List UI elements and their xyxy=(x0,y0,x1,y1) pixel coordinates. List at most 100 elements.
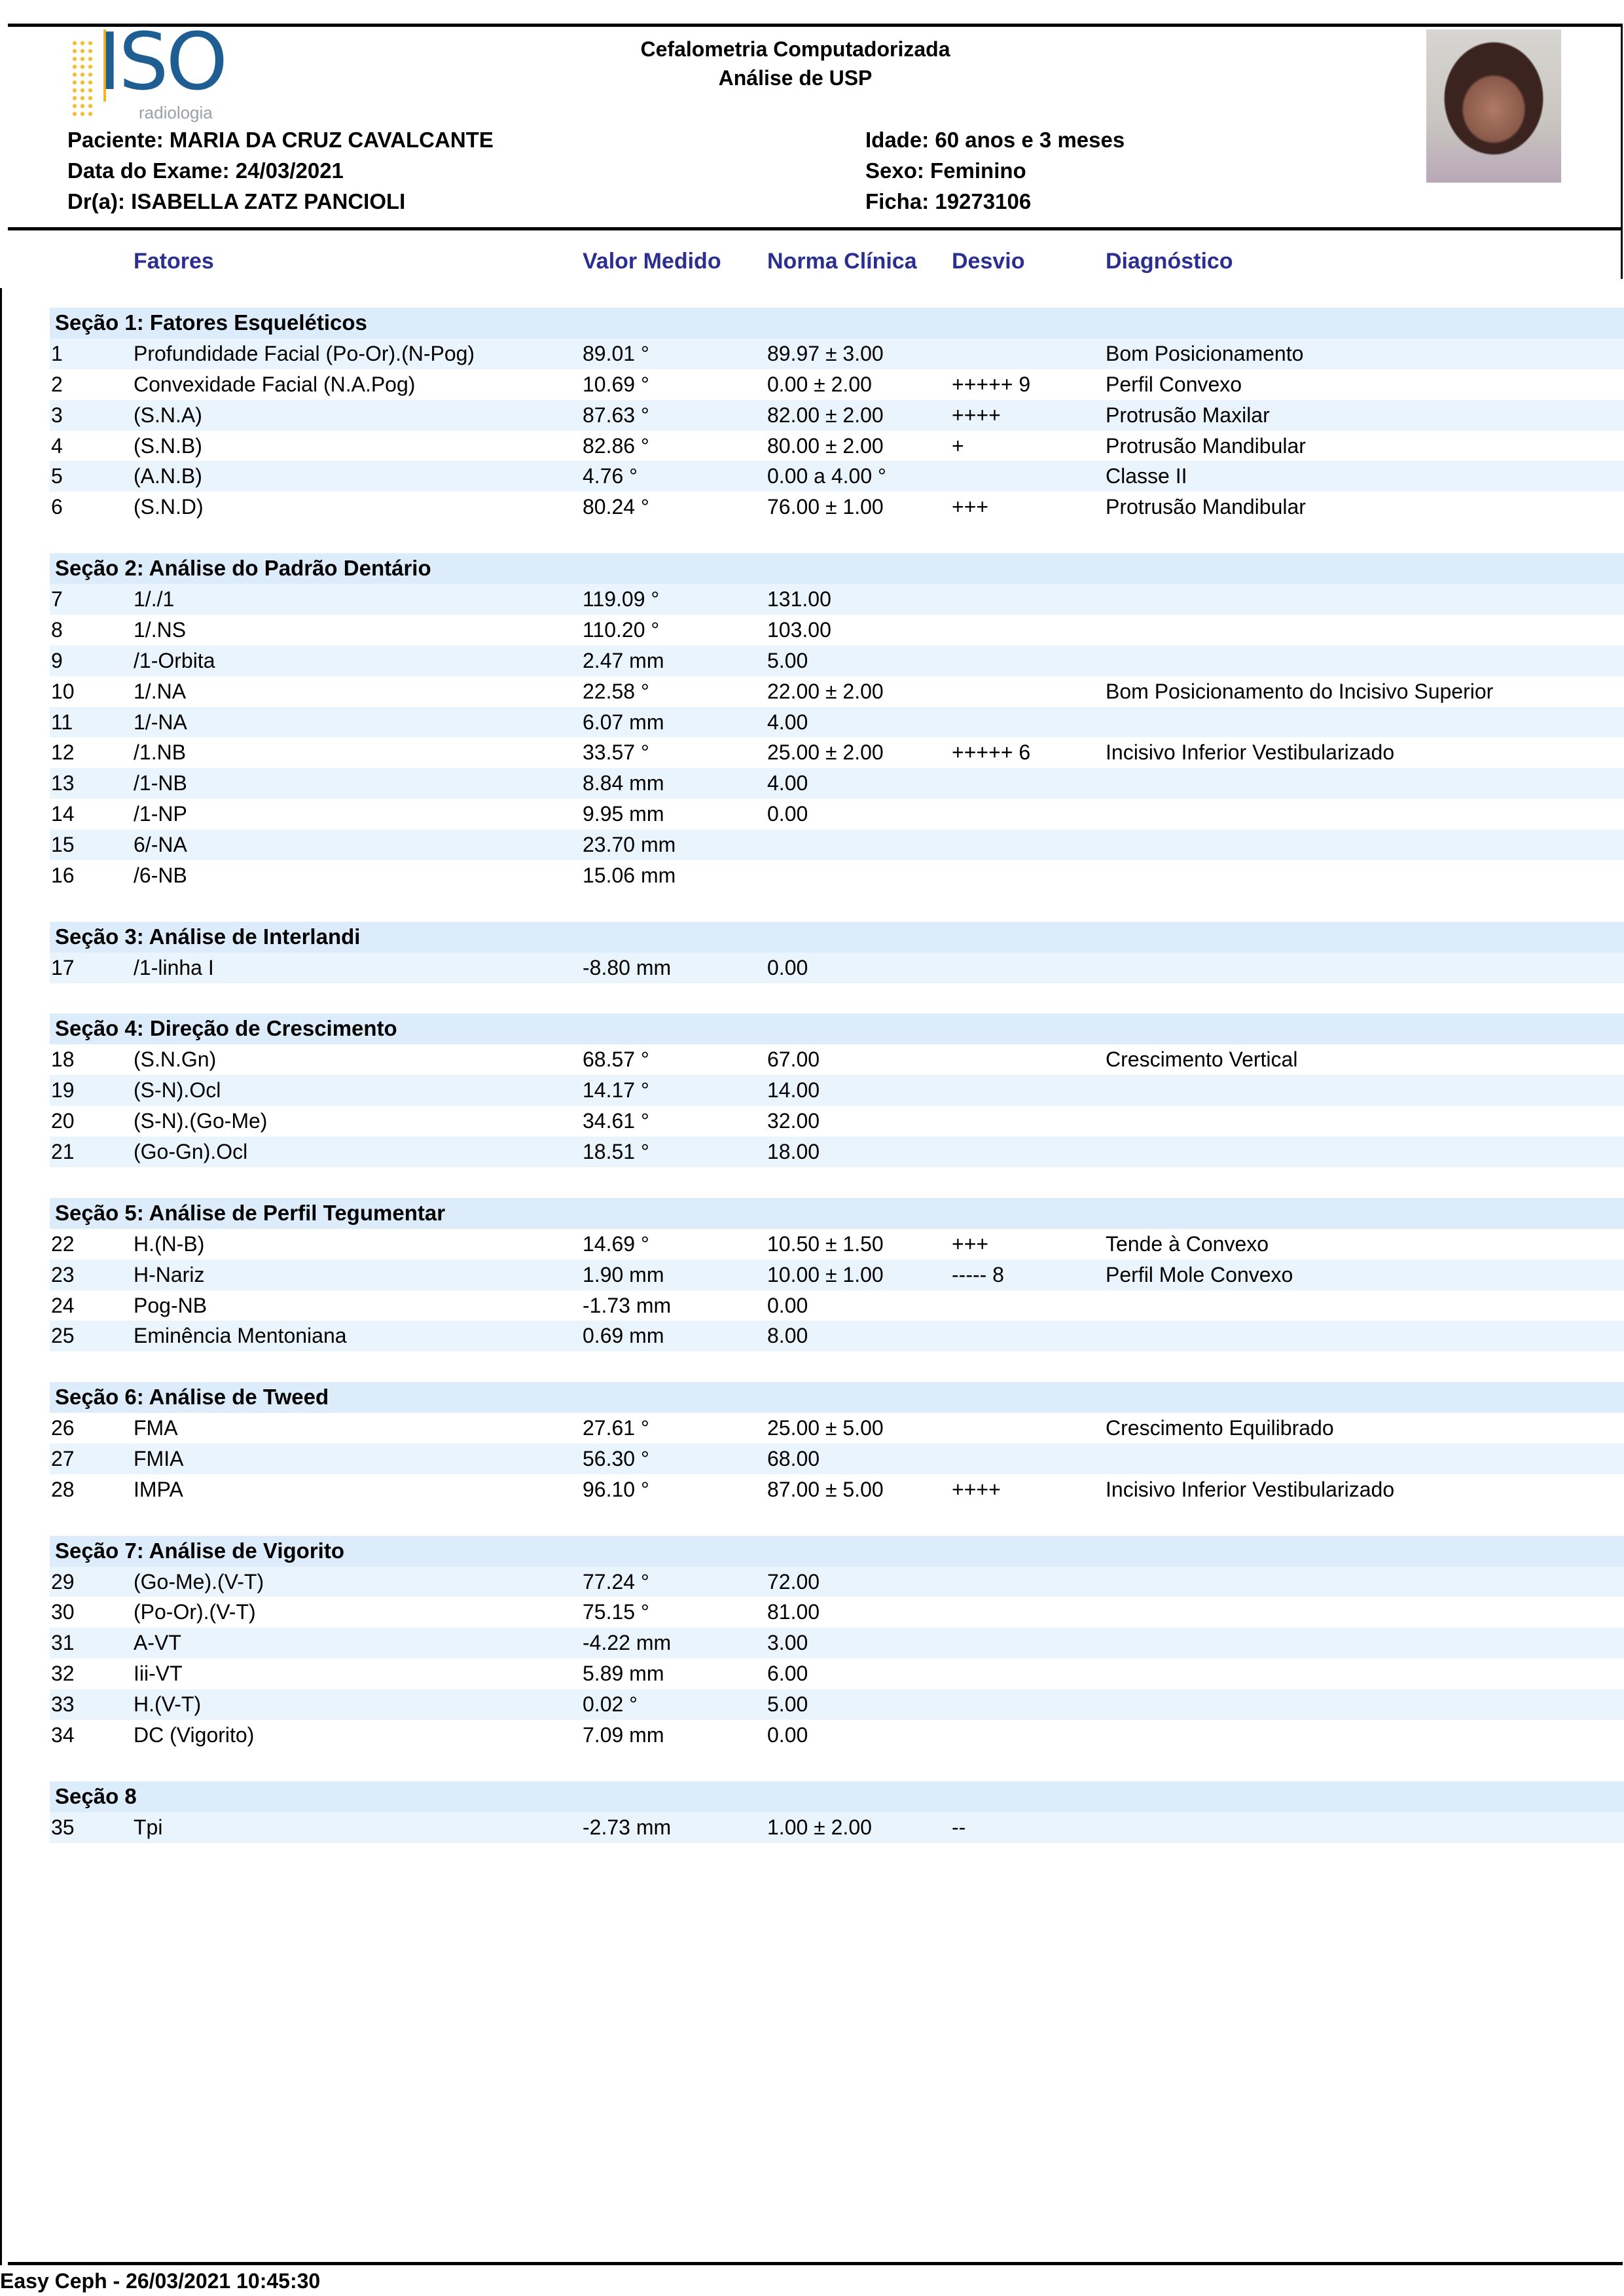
row-factor: 1/./1 xyxy=(134,587,175,611)
row-measured-value: 1.90 mm xyxy=(583,1262,664,1286)
row-clinical-norm: 5.00 xyxy=(767,1692,808,1717)
spacer-row xyxy=(50,891,1624,922)
section-title: Seção 2: Análise do Padrão Dentário xyxy=(55,556,431,581)
row-measured-value: 23.70 mm xyxy=(583,833,676,857)
section-header: Seção 7: Análise de Vigorito xyxy=(50,1535,1624,1567)
section-title: Seção 5: Análise de Perfil Tegumentar xyxy=(55,1200,446,1225)
row-number: 6 xyxy=(51,495,63,519)
row-factor: (Po-Or).(V-T) xyxy=(134,1600,256,1624)
row-clinical-norm: 14.00 xyxy=(767,1078,820,1102)
row-diagnosis: Classe II xyxy=(1106,464,1187,488)
row-factor: /1.NB xyxy=(134,740,187,765)
row-clinical-norm: 103.00 xyxy=(767,617,831,642)
row-number: 17 xyxy=(51,955,75,979)
row-measured-value: 8.84 mm xyxy=(583,771,664,795)
row-clinical-norm: 10.50 ± 1.50 xyxy=(767,1231,884,1256)
report-title: Cefalometria Computadorizada xyxy=(640,37,950,61)
row-number: 20 xyxy=(51,1109,75,1133)
row-number: 18 xyxy=(51,1048,75,1072)
row-number: 7 xyxy=(51,587,63,611)
row-diagnosis: Crescimento Equilibrado xyxy=(1106,1416,1334,1440)
table-row: 24 Pog-NB -1.73 mm 0.00 xyxy=(50,1290,1624,1321)
row-factor: H.(N-B) xyxy=(134,1231,205,1256)
row-number: 16 xyxy=(51,864,75,888)
logo-dots-icon xyxy=(71,39,94,118)
top-rule xyxy=(8,24,1623,27)
row-measured-value: 34.61 ° xyxy=(583,1109,649,1133)
column-header-valor: Valor Medido xyxy=(583,249,721,274)
table-row: 6 (S.N.D) 80.24 ° 76.00 ± 1.00 +++ Protrusão … xyxy=(50,492,1624,522)
footer-rule xyxy=(8,2262,1623,2265)
row-measured-value: 56.30 ° xyxy=(583,1446,649,1470)
table-row: 31 A-VT -4.22 mm 3.00 xyxy=(50,1628,1624,1659)
column-header-diagnostico: Diagnóstico xyxy=(1106,249,1233,274)
row-measured-value: 22.58 ° xyxy=(583,679,649,703)
table-row: 13/1-NB 8.84 mm 4.00 xyxy=(50,768,1624,799)
row-diagnosis: Tende à Convexo xyxy=(1106,1231,1269,1256)
row-number: 29 xyxy=(51,1569,75,1594)
row-number: 21 xyxy=(51,1140,75,1164)
logo-subtext: radiologia xyxy=(139,103,213,122)
row-clinical-norm: 4.00 xyxy=(767,710,808,734)
row-measured-value: 5.89 mm xyxy=(583,1662,664,1686)
row-measured-value: 6.07 mm xyxy=(583,710,664,734)
row-clinical-norm: 18.00 xyxy=(767,1140,820,1164)
row-clinical-norm: 0.00 ± 2.00 xyxy=(767,372,872,396)
row-measured-value: 119.09 ° xyxy=(583,587,660,611)
column-header-desvio: Desvio xyxy=(952,249,1025,274)
row-factor: (S-N).Ocl xyxy=(134,1078,221,1102)
row-measured-value: 15.06 mm xyxy=(583,864,676,888)
row-factor: Eminência Mentoniana xyxy=(134,1324,347,1348)
table-row: 19 (S-N).Ocl 14.17 ° 14.00 xyxy=(50,1075,1624,1106)
row-factor: 1/-NA xyxy=(134,710,187,734)
row-measured-value: 82.86 ° xyxy=(583,433,649,458)
row-measured-value: 77.24 ° xyxy=(583,1569,649,1594)
row-factor: /1-Orbita xyxy=(134,648,215,672)
row-number: 10 xyxy=(51,679,75,703)
row-clinical-norm: 82.00 ± 2.00 xyxy=(767,403,884,427)
row-clinical-norm: 32.00 xyxy=(767,1109,820,1133)
section-title: Seção 1: Fatores Esqueléticos xyxy=(55,310,367,335)
row-diagnosis: Protrusão Mandibular xyxy=(1106,433,1306,458)
table-row: 11 1/-NA 6.07 mm 4.00 xyxy=(50,706,1624,738)
row-number: 13 xyxy=(51,771,75,795)
table-row: 4 (S.N.B) 82.86 ° 80.00 ± 2.00 + Protrusão Ma… xyxy=(50,431,1624,462)
row-factor: (Go-Gn).Ocl xyxy=(134,1140,248,1164)
row-clinical-norm: 81.00 xyxy=(767,1600,820,1624)
row-clinical-norm: 72.00 xyxy=(767,1569,820,1594)
row-clinical-norm: 5.00 xyxy=(767,648,808,672)
row-measured-value: 96.10 ° xyxy=(583,1477,649,1501)
row-number: 34 xyxy=(51,1722,75,1747)
row-number: 27 xyxy=(51,1446,75,1470)
spacer-row xyxy=(50,983,1624,1014)
footer-text: Easy Ceph - 26/03/2021 10:45:30 xyxy=(0,2269,321,2293)
row-measured-value: 0.69 mm xyxy=(583,1324,664,1348)
report-subtitle: Análise de USP xyxy=(718,66,873,90)
table-row: 12/1.NB 33.57 ° 25.00 ± 2.00 +++++ 6 Incisiv… xyxy=(50,737,1624,768)
row-clinical-norm: 10.00 ± 1.00 xyxy=(767,1262,884,1286)
row-measured-value: 87.63 ° xyxy=(583,403,649,427)
row-factor: (S-N).(Go-Me) xyxy=(134,1109,268,1133)
row-clinical-norm: 1.00 ± 2.00 xyxy=(767,1815,872,1839)
exam-date: Data do Exame: 24/03/2021 xyxy=(67,158,344,183)
row-factor: IMPA xyxy=(134,1477,183,1501)
patient-name: Paciente: MARIA DA CRUZ CAVALCANTE xyxy=(67,128,494,152)
row-factor: FMA xyxy=(134,1416,178,1440)
row-factor: 1/.NA xyxy=(134,679,187,703)
table-row: 25 Eminência Mentoniana 0.69 mm 8.00 xyxy=(50,1321,1624,1352)
row-clinical-norm: 0.00 xyxy=(767,955,808,979)
patient-age: Idade: 60 anos e 3 meses xyxy=(865,128,1125,152)
row-factor: Profundidade Facial (Po-Or).(N-Pog) xyxy=(134,341,475,365)
row-number: 11 xyxy=(51,710,73,734)
row-diagnosis: Protrusão Mandibular xyxy=(1106,495,1306,519)
row-measured-value: 14.69 ° xyxy=(583,1231,649,1256)
section-header: Seção 5: Análise de Perfil Tegumentar xyxy=(50,1197,1624,1229)
row-diagnosis: Incisivo Inferior Vestibularizado xyxy=(1106,740,1395,765)
column-header-norma: Norma Clínica xyxy=(767,249,917,274)
row-diagnosis: Perfil Convexo xyxy=(1106,372,1242,396)
table-row: 5 (A.N.B) 4.76 ° 0.00 a 4.00 ° Classe II xyxy=(50,461,1624,492)
table-row: 9/1-Orbita 2.47 mm 5.00 xyxy=(50,645,1624,676)
table-row: 17/1-linha I -8.80 mm 0.00 xyxy=(50,952,1624,983)
row-measured-value: 18.51 ° xyxy=(583,1140,649,1164)
row-diagnosis: Crescimento Vertical xyxy=(1106,1048,1298,1072)
